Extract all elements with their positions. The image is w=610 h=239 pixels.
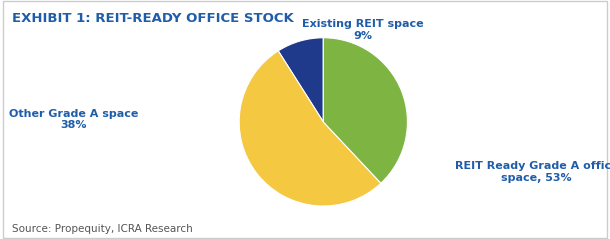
Text: Other Grade A space
38%: Other Grade A space 38% xyxy=(9,109,138,130)
Wedge shape xyxy=(239,51,381,206)
Text: Source: Propequity, ICRA Research: Source: Propequity, ICRA Research xyxy=(12,224,193,234)
Wedge shape xyxy=(278,38,323,122)
Wedge shape xyxy=(323,38,407,183)
Text: EXHIBIT 1: REIT-READY OFFICE STOCK: EXHIBIT 1: REIT-READY OFFICE STOCK xyxy=(12,12,294,25)
Text: REIT Ready Grade A office
space, 53%: REIT Ready Grade A office space, 53% xyxy=(455,161,610,183)
Text: Existing REIT space
9%: Existing REIT space 9% xyxy=(302,19,424,41)
